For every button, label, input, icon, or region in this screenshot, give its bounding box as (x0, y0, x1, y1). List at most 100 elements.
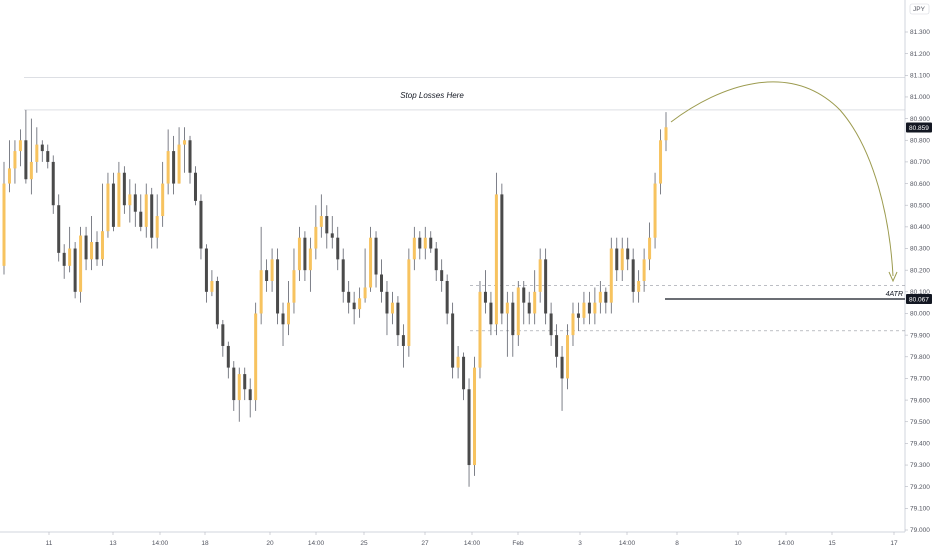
x-tick-label: 25 (360, 540, 368, 547)
atr-price-badge-bg (906, 293, 932, 304)
candle-bear (604, 291, 608, 303)
candle-bear (347, 291, 351, 303)
annotations-layer: Stop Losses Here 4ATR (400, 81, 903, 298)
candle-bear (341, 259, 345, 292)
candle-bear (111, 183, 115, 227)
y-tick-label: 79.500 (910, 419, 930, 426)
y-tick-label: 79.600 (910, 397, 930, 404)
candle-bear (576, 313, 580, 318)
candle-bull (456, 356, 460, 368)
last-price-badge: 80.859 (909, 125, 929, 132)
y-tick-label: 81.100 (910, 73, 930, 80)
candle-bull (412, 237, 416, 260)
candle-bear (325, 216, 329, 234)
candle-bull (210, 281, 214, 292)
candle-bull (144, 194, 148, 227)
x-tick-label: 10 (734, 540, 742, 547)
candle-bull (314, 226, 318, 249)
candle-bull (106, 183, 110, 232)
candle-bear (418, 237, 422, 249)
candle-bear (57, 205, 61, 253)
candle-bull (161, 183, 165, 217)
price-axis[interactable]: JPY 81.300 81.200 81.100 81.000 80.900 80.800 8… (905, 3, 932, 534)
x-tick-label: 3 (578, 540, 582, 547)
x-tick-label: 14:00 (619, 540, 636, 547)
y-tick-label: 80.600 (910, 181, 930, 188)
candle-bull (177, 144, 181, 184)
candle-bull (423, 237, 427, 249)
candle-bear (248, 389, 252, 401)
candle-bull (237, 374, 241, 401)
x-tick-label: 18 (201, 540, 209, 547)
candle-bear (243, 374, 247, 390)
y-tick-label: 80.200 (910, 267, 930, 274)
atr-price-badge: 80.067 (909, 296, 929, 303)
y-tick-label: 81.000 (910, 94, 930, 101)
candle-bull (270, 259, 274, 281)
candle-bear (631, 259, 635, 292)
candle-bear (51, 161, 55, 206)
candle-bear (626, 248, 630, 260)
arrowhead-icon (888, 271, 898, 283)
x-tick-label: 17 (890, 540, 898, 547)
candle-bull (390, 302, 394, 314)
time-axis[interactable]: 11 13 14:00 18 20 14:00 25 27 14:00 Feb 3 14:00 8 10 1… (46, 532, 898, 547)
candle-bear (133, 194, 137, 212)
candle-bear (429, 237, 433, 249)
x-tick-label: 14:00 (778, 540, 795, 547)
candle-bear (445, 281, 449, 314)
candle-bear (303, 237, 307, 271)
atr-label[interactable]: 4ATR (886, 291, 903, 298)
y-tick-label: 81.200 (910, 51, 930, 58)
candle-bull (358, 298, 362, 310)
y-tick-label: 80.800 (910, 137, 930, 144)
candle-bull (13, 151, 17, 169)
x-tick-label: 11 (46, 540, 53, 547)
candle-bull (29, 161, 33, 180)
candle-bear (95, 242, 99, 260)
projection-arrow[interactable] (670, 81, 894, 277)
candle-bull (100, 231, 104, 260)
candle-bear (385, 291, 389, 314)
candle-bull (319, 216, 323, 227)
candle-bear (226, 345, 230, 368)
candle-bull (571, 313, 575, 336)
candle-bull (2, 183, 6, 266)
candle-bull (505, 302, 509, 314)
candle-bull (407, 259, 411, 346)
y-tick-label: 79.200 (910, 484, 930, 491)
candle-bull (297, 237, 301, 271)
stop-losses-label[interactable]: Stop Losses Here (400, 91, 464, 100)
candle-bear (451, 313, 455, 368)
last-price-badge-bg (906, 122, 932, 133)
candle-bear (24, 140, 28, 180)
candle-bull (90, 242, 94, 260)
candle-bear (84, 235, 88, 260)
candle-bull (128, 194, 132, 206)
candle-bear (434, 248, 438, 271)
y-tick-label: 80.300 (910, 246, 930, 253)
currency-label[interactable]: JPY (913, 6, 926, 13)
candle-bull (369, 237, 373, 288)
candle-bear (374, 237, 378, 275)
x-tick-label: 27 (421, 540, 429, 547)
candle-bull (35, 144, 39, 162)
candle-bull (254, 313, 258, 401)
candle-bear (199, 200, 203, 249)
x-tick-label: 14:00 (464, 540, 481, 547)
x-tick-label: 20 (266, 540, 274, 547)
y-tick-label: 80.400 (910, 224, 930, 231)
candle-bear (193, 172, 197, 201)
candle-bull (593, 302, 597, 314)
candle-bear (549, 313, 553, 336)
level-lines (24, 77, 905, 332)
candle-bear (150, 194, 154, 238)
y-tick-label: 79.700 (910, 376, 930, 383)
y-tick-label: 80.900 (910, 116, 930, 123)
candle-bear (511, 302, 515, 336)
y-tick-label: 79.300 (910, 462, 930, 469)
candle-bull (155, 216, 159, 238)
candle-bull (68, 248, 72, 266)
candle-bear (62, 252, 66, 266)
